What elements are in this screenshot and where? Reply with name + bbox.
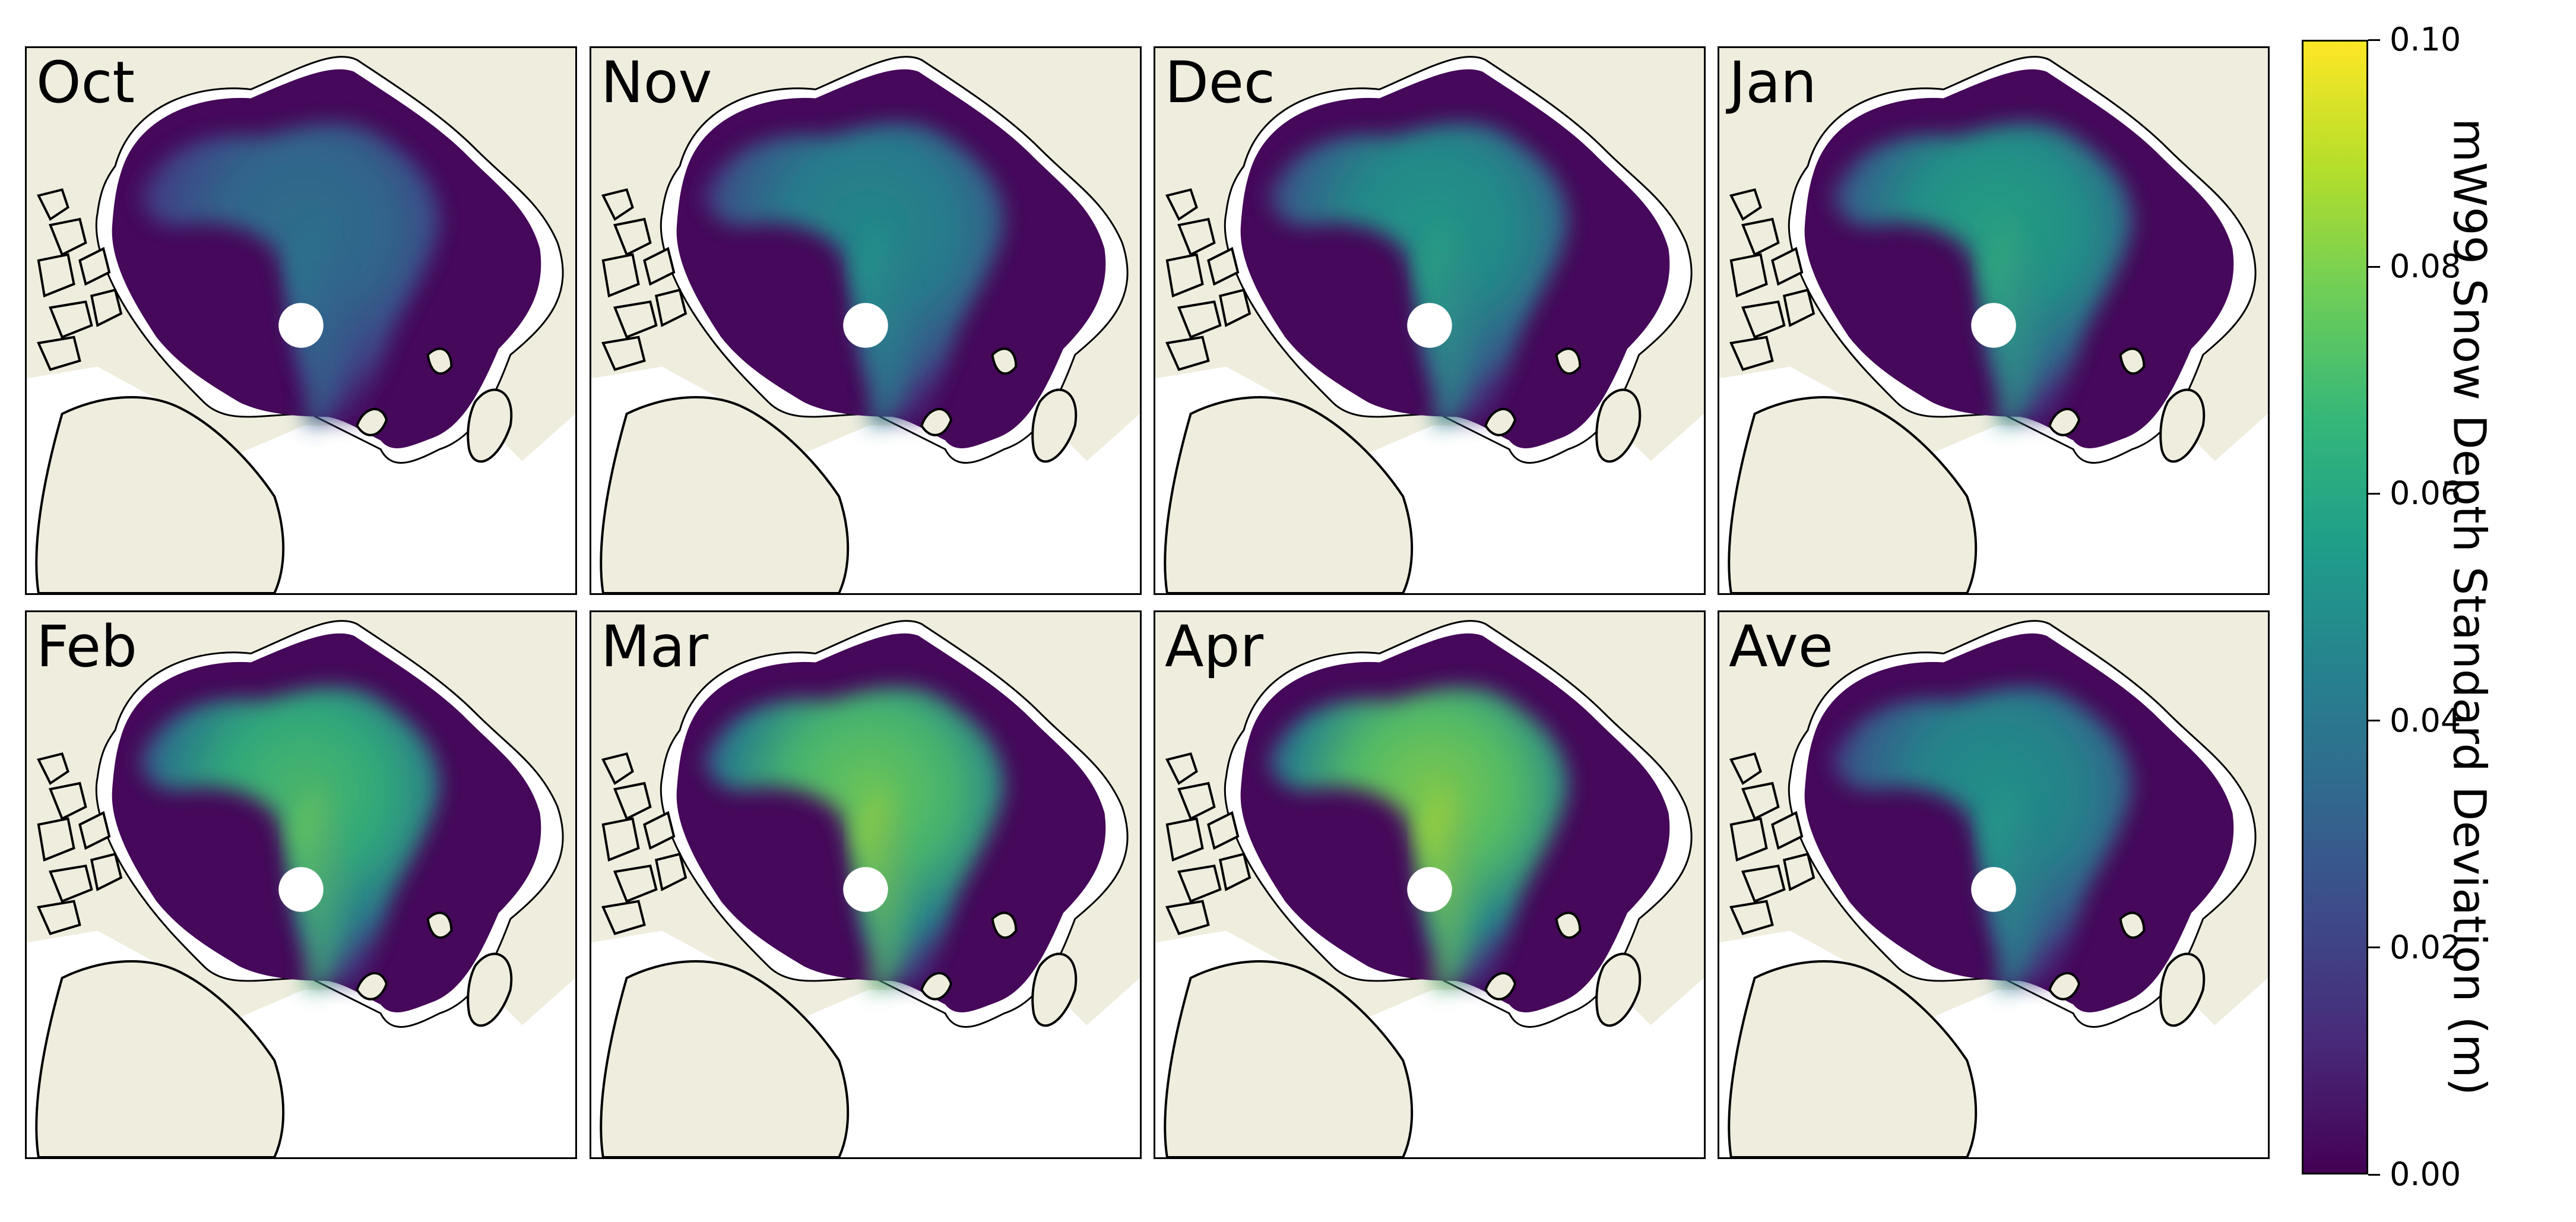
panel-label: Feb <box>36 616 137 679</box>
greenland-landmass <box>1165 961 1412 1157</box>
greenland-landmass <box>1729 397 1976 593</box>
greenland-landmass <box>1729 961 1976 1157</box>
map-panel-ave: Ave <box>1718 610 2270 1159</box>
pole-hole <box>278 867 324 912</box>
pole-hole <box>1407 303 1452 348</box>
colorbar-tick-mark <box>2368 493 2380 495</box>
panel-label: Nov <box>601 52 712 115</box>
colorbar-tick-mark <box>2368 266 2380 268</box>
arctic-map <box>27 612 575 1157</box>
greenland-landmass <box>36 397 283 593</box>
colorbar-tick-label: 0.10 <box>2390 24 2461 56</box>
colorbar-tick-mark <box>2368 39 2380 41</box>
map-panel-feb: Feb <box>25 610 577 1159</box>
map-panel-nov: Nov <box>590 46 1142 595</box>
map-panel-oct: Oct <box>25 46 577 595</box>
arctic-map <box>1155 612 1704 1157</box>
pole-hole <box>1971 867 2016 912</box>
arctic-map <box>1155 48 1704 593</box>
arctic-map <box>591 612 1140 1157</box>
map-panel-dec: Dec <box>1154 46 1706 595</box>
pole-hole <box>278 303 324 348</box>
panel-label: Apr <box>1165 616 1263 679</box>
map-panel-jan: Jan <box>1718 46 2270 595</box>
greenland-landmass <box>601 397 848 593</box>
greenland-landmass <box>36 961 283 1157</box>
pole-hole <box>843 303 888 348</box>
panel-label: Ave <box>1729 616 1833 679</box>
panel-label: Oct <box>36 52 135 115</box>
arctic-map <box>591 48 1140 593</box>
panel-label: Mar <box>601 616 708 679</box>
colorbar-tick-mark <box>2368 1174 2380 1176</box>
colorbar-tick-mark <box>2368 946 2380 948</box>
colorbar-tick-label: 0.00 <box>2390 1158 2461 1191</box>
pole-hole <box>1407 867 1452 912</box>
arctic-map <box>1719 48 2268 593</box>
arctic-map <box>1719 612 2268 1157</box>
colorbar-tick-mark <box>2368 720 2380 721</box>
panel-label: Jan <box>1729 52 1817 115</box>
greenland-landmass <box>1165 397 1412 593</box>
panel-label: Dec <box>1165 52 1275 115</box>
greenland-landmass <box>601 961 848 1157</box>
map-panel-apr: Apr <box>1154 610 1706 1159</box>
colorbar <box>2302 40 2368 1174</box>
pole-hole <box>1971 303 2016 348</box>
arctic-map <box>27 48 575 593</box>
colorbar-label: mW99 Snow Depth Standard Deviation (m) <box>2444 118 2496 1096</box>
pole-hole <box>843 867 888 912</box>
map-panel-mar: Mar <box>590 610 1142 1159</box>
